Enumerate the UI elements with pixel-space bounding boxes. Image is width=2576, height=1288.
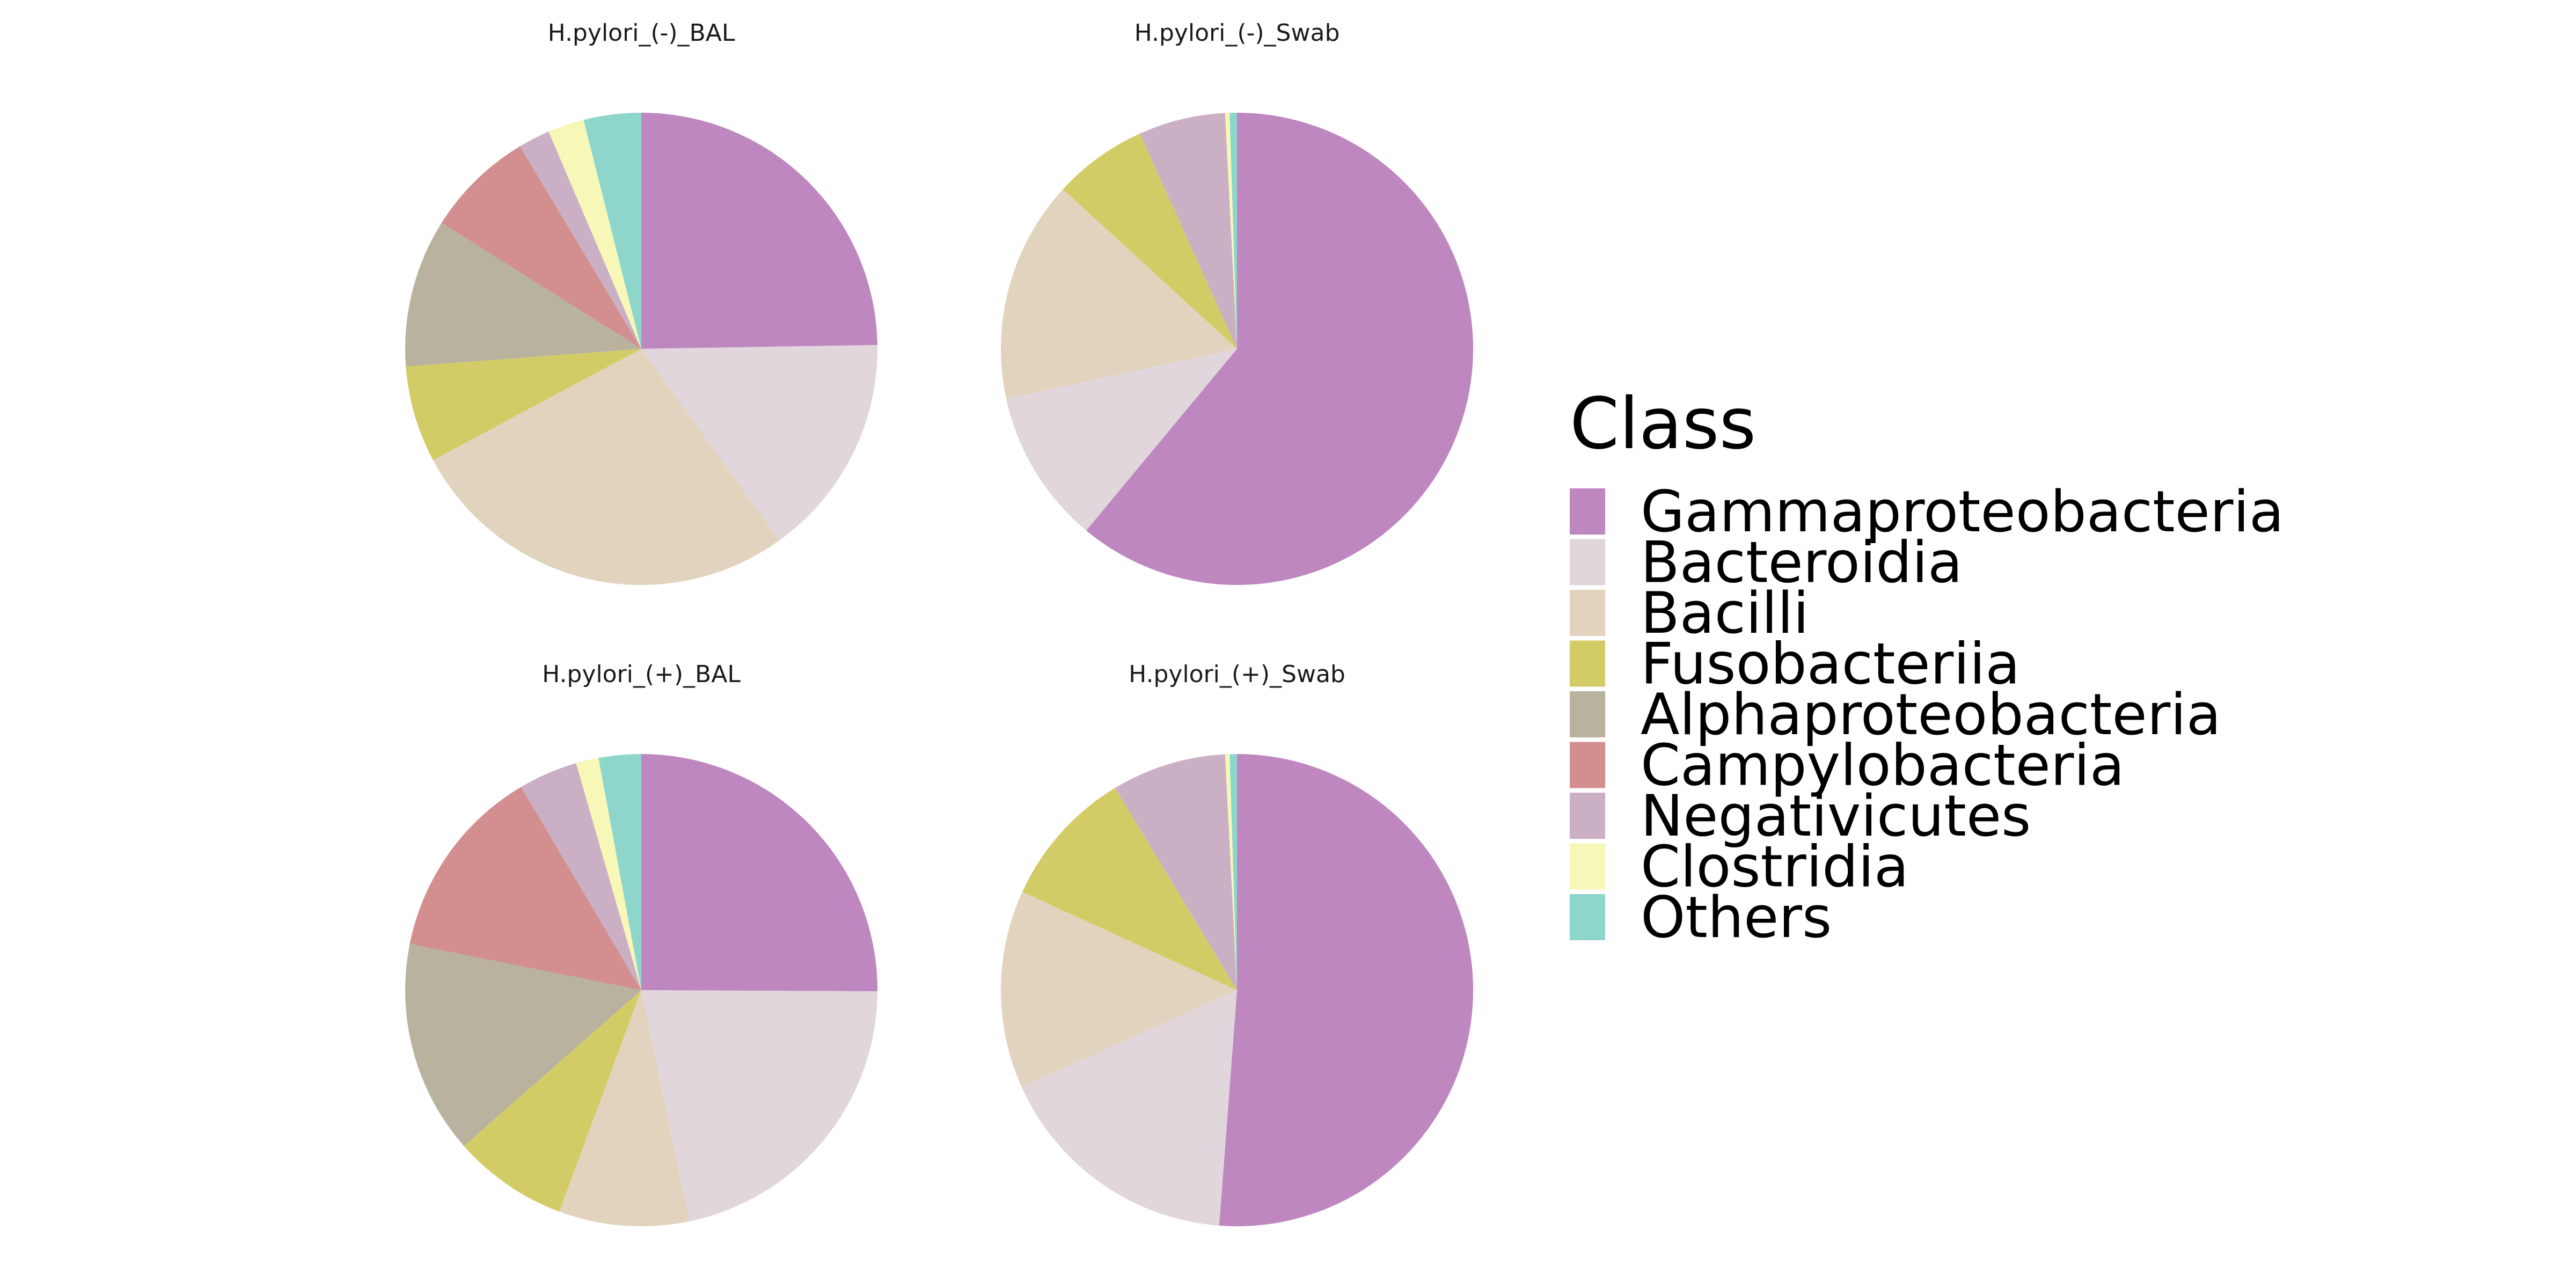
legend-swatch (1570, 691, 1605, 737)
legend-label: Clostridia (1641, 834, 1909, 900)
legend-label: Bacilli (1641, 580, 1809, 646)
pie-title: H.pylori_(+)_BAL (542, 661, 741, 688)
legend-swatch (1570, 742, 1605, 788)
pie-slice-gammaproteobacteria (641, 113, 877, 349)
pie-slices (1000, 113, 1473, 585)
pie-slice-clostridia (1225, 754, 1237, 990)
pie-slice-bacilli (559, 990, 690, 1227)
legend-item-bacteroidia: Bacteroidia (1570, 530, 1963, 596)
pie-slice-others (583, 113, 641, 349)
legend-swatch (1570, 488, 1605, 535)
legend-item-others: Others (1570, 884, 1832, 950)
pie-panel-neg-swab: H.pylori_(-)_Swab (1000, 19, 1473, 585)
pie-slice-others (598, 754, 641, 990)
legend-label: Gammaproteobacteria (1641, 479, 2284, 545)
pie-slices (1001, 754, 1473, 1227)
pie-slice-campylobacteria (409, 787, 641, 990)
pie-slice-bacilli (433, 349, 780, 585)
legend-item-bacilli: Bacilli (1570, 580, 1809, 646)
pie-slice-bacilli (1000, 189, 1237, 399)
legend-label: Fusobacteriia (1641, 631, 2020, 697)
pie-slice-gammaproteobacteria (641, 754, 877, 992)
pie-slice-bacilli (1001, 891, 1237, 1087)
pie-slice-others (1230, 754, 1237, 990)
pie-slice-fusobacteriia (406, 349, 641, 460)
pie-slice-gammaproteobacteria (1219, 754, 1473, 1227)
legend-item-fusobacteriia: Fusobacteriia (1570, 631, 2020, 697)
legend-swatch (1570, 843, 1605, 890)
pie-slice-clostridia (576, 758, 641, 990)
legend-swatch (1570, 590, 1605, 636)
pie-slice-fusobacteriia (1063, 133, 1237, 349)
legend-item-campylobacteria: Campylobacteria (1570, 733, 2125, 799)
pie-slice-fusobacteriia (1022, 788, 1237, 990)
legend-swatch (1570, 640, 1605, 687)
legend-title: Class (1570, 383, 1756, 465)
pie-title: H.pylori_(+)_Swab (1129, 661, 1345, 688)
legend: Class GammaproteobacteriaBacteroidiaBaci… (1570, 383, 2284, 950)
pie-slice-gammaproteobacteria (1086, 113, 1473, 585)
pie-panel-neg-bal: H.pylori_(-)_BAL (405, 19, 877, 585)
pie-slice-negativicutes (519, 131, 641, 349)
legend-label: Campylobacteria (1641, 733, 2125, 799)
pie-slices (405, 113, 877, 585)
legend-items: GammaproteobacteriaBacteroidiaBacilliFus… (1570, 479, 2284, 950)
pie-slice-others (1230, 113, 1237, 349)
pie-slice-negativicutes (1115, 754, 1237, 990)
pie-slice-bacteroidia (1006, 349, 1237, 531)
pie-slice-campylobacteria (441, 146, 641, 349)
pie-slice-negativicutes (1140, 113, 1237, 349)
pie-slice-bacteroidia (641, 345, 877, 540)
legend-label: Alphaproteobacteria (1641, 682, 2221, 748)
pie-panel-pos-bal: H.pylori_(+)_BAL (405, 661, 877, 1227)
legend-swatch (1570, 793, 1605, 839)
legend-swatch (1570, 894, 1605, 940)
legend-swatch (1570, 539, 1605, 586)
pie-panel-pos-swab: H.pylori_(+)_Swab (1001, 661, 1473, 1227)
pie-slice-fusobacteriia (464, 990, 641, 1212)
pie-slices (405, 754, 877, 1227)
legend-item-negativicutes: Negativicutes (1570, 783, 2031, 849)
pie-slice-bacteroidia (1021, 990, 1237, 1226)
legend-item-clostridia: Clostridia (1570, 834, 1909, 900)
pie-slice-alphaproteobacteria (405, 223, 641, 367)
legend-item-gammaproteobacteria: Gammaproteobacteria (1570, 479, 2284, 545)
pie-slice-clostridia (1225, 113, 1237, 349)
pie-title: H.pylori_(-)_BAL (548, 19, 735, 47)
pie-slice-alphaproteobacteria (405, 943, 641, 1146)
legend-label: Negativicutes (1641, 783, 2031, 849)
legend-item-alphaproteobacteria: Alphaproteobacteria (1570, 682, 2221, 748)
legend-label: Bacteroidia (1641, 530, 1963, 596)
legend-label: Others (1641, 884, 1832, 950)
pie-title: H.pylori_(-)_Swab (1135, 19, 1340, 47)
pie-slice-clostridia (548, 120, 641, 349)
pie-slice-negativicutes (521, 763, 641, 990)
pie-slice-bacteroidia (641, 990, 877, 1221)
